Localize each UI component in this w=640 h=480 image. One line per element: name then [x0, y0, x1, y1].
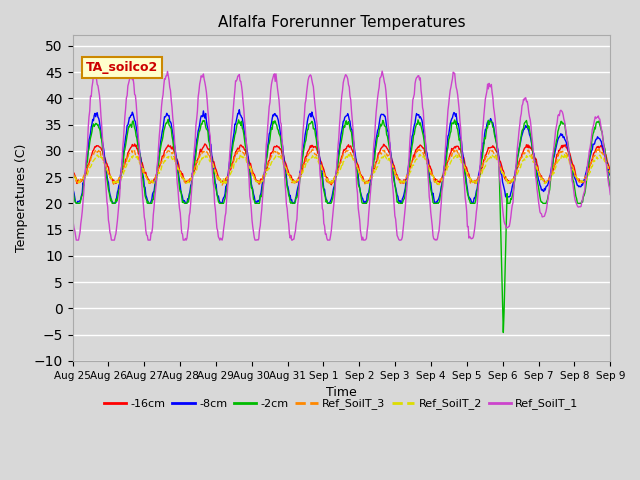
Legend: -16cm, -8cm, -2cm, Ref_SoilT_3, Ref_SoilT_2, Ref_SoilT_1: -16cm, -8cm, -2cm, Ref_SoilT_3, Ref_Soil…	[100, 394, 583, 414]
Y-axis label: Temperatures (C): Temperatures (C)	[15, 144, 28, 252]
X-axis label: Time: Time	[326, 386, 356, 399]
Title: Alfalfa Forerunner Temperatures: Alfalfa Forerunner Temperatures	[218, 15, 465, 30]
Text: TA_soilco2: TA_soilco2	[86, 61, 158, 74]
